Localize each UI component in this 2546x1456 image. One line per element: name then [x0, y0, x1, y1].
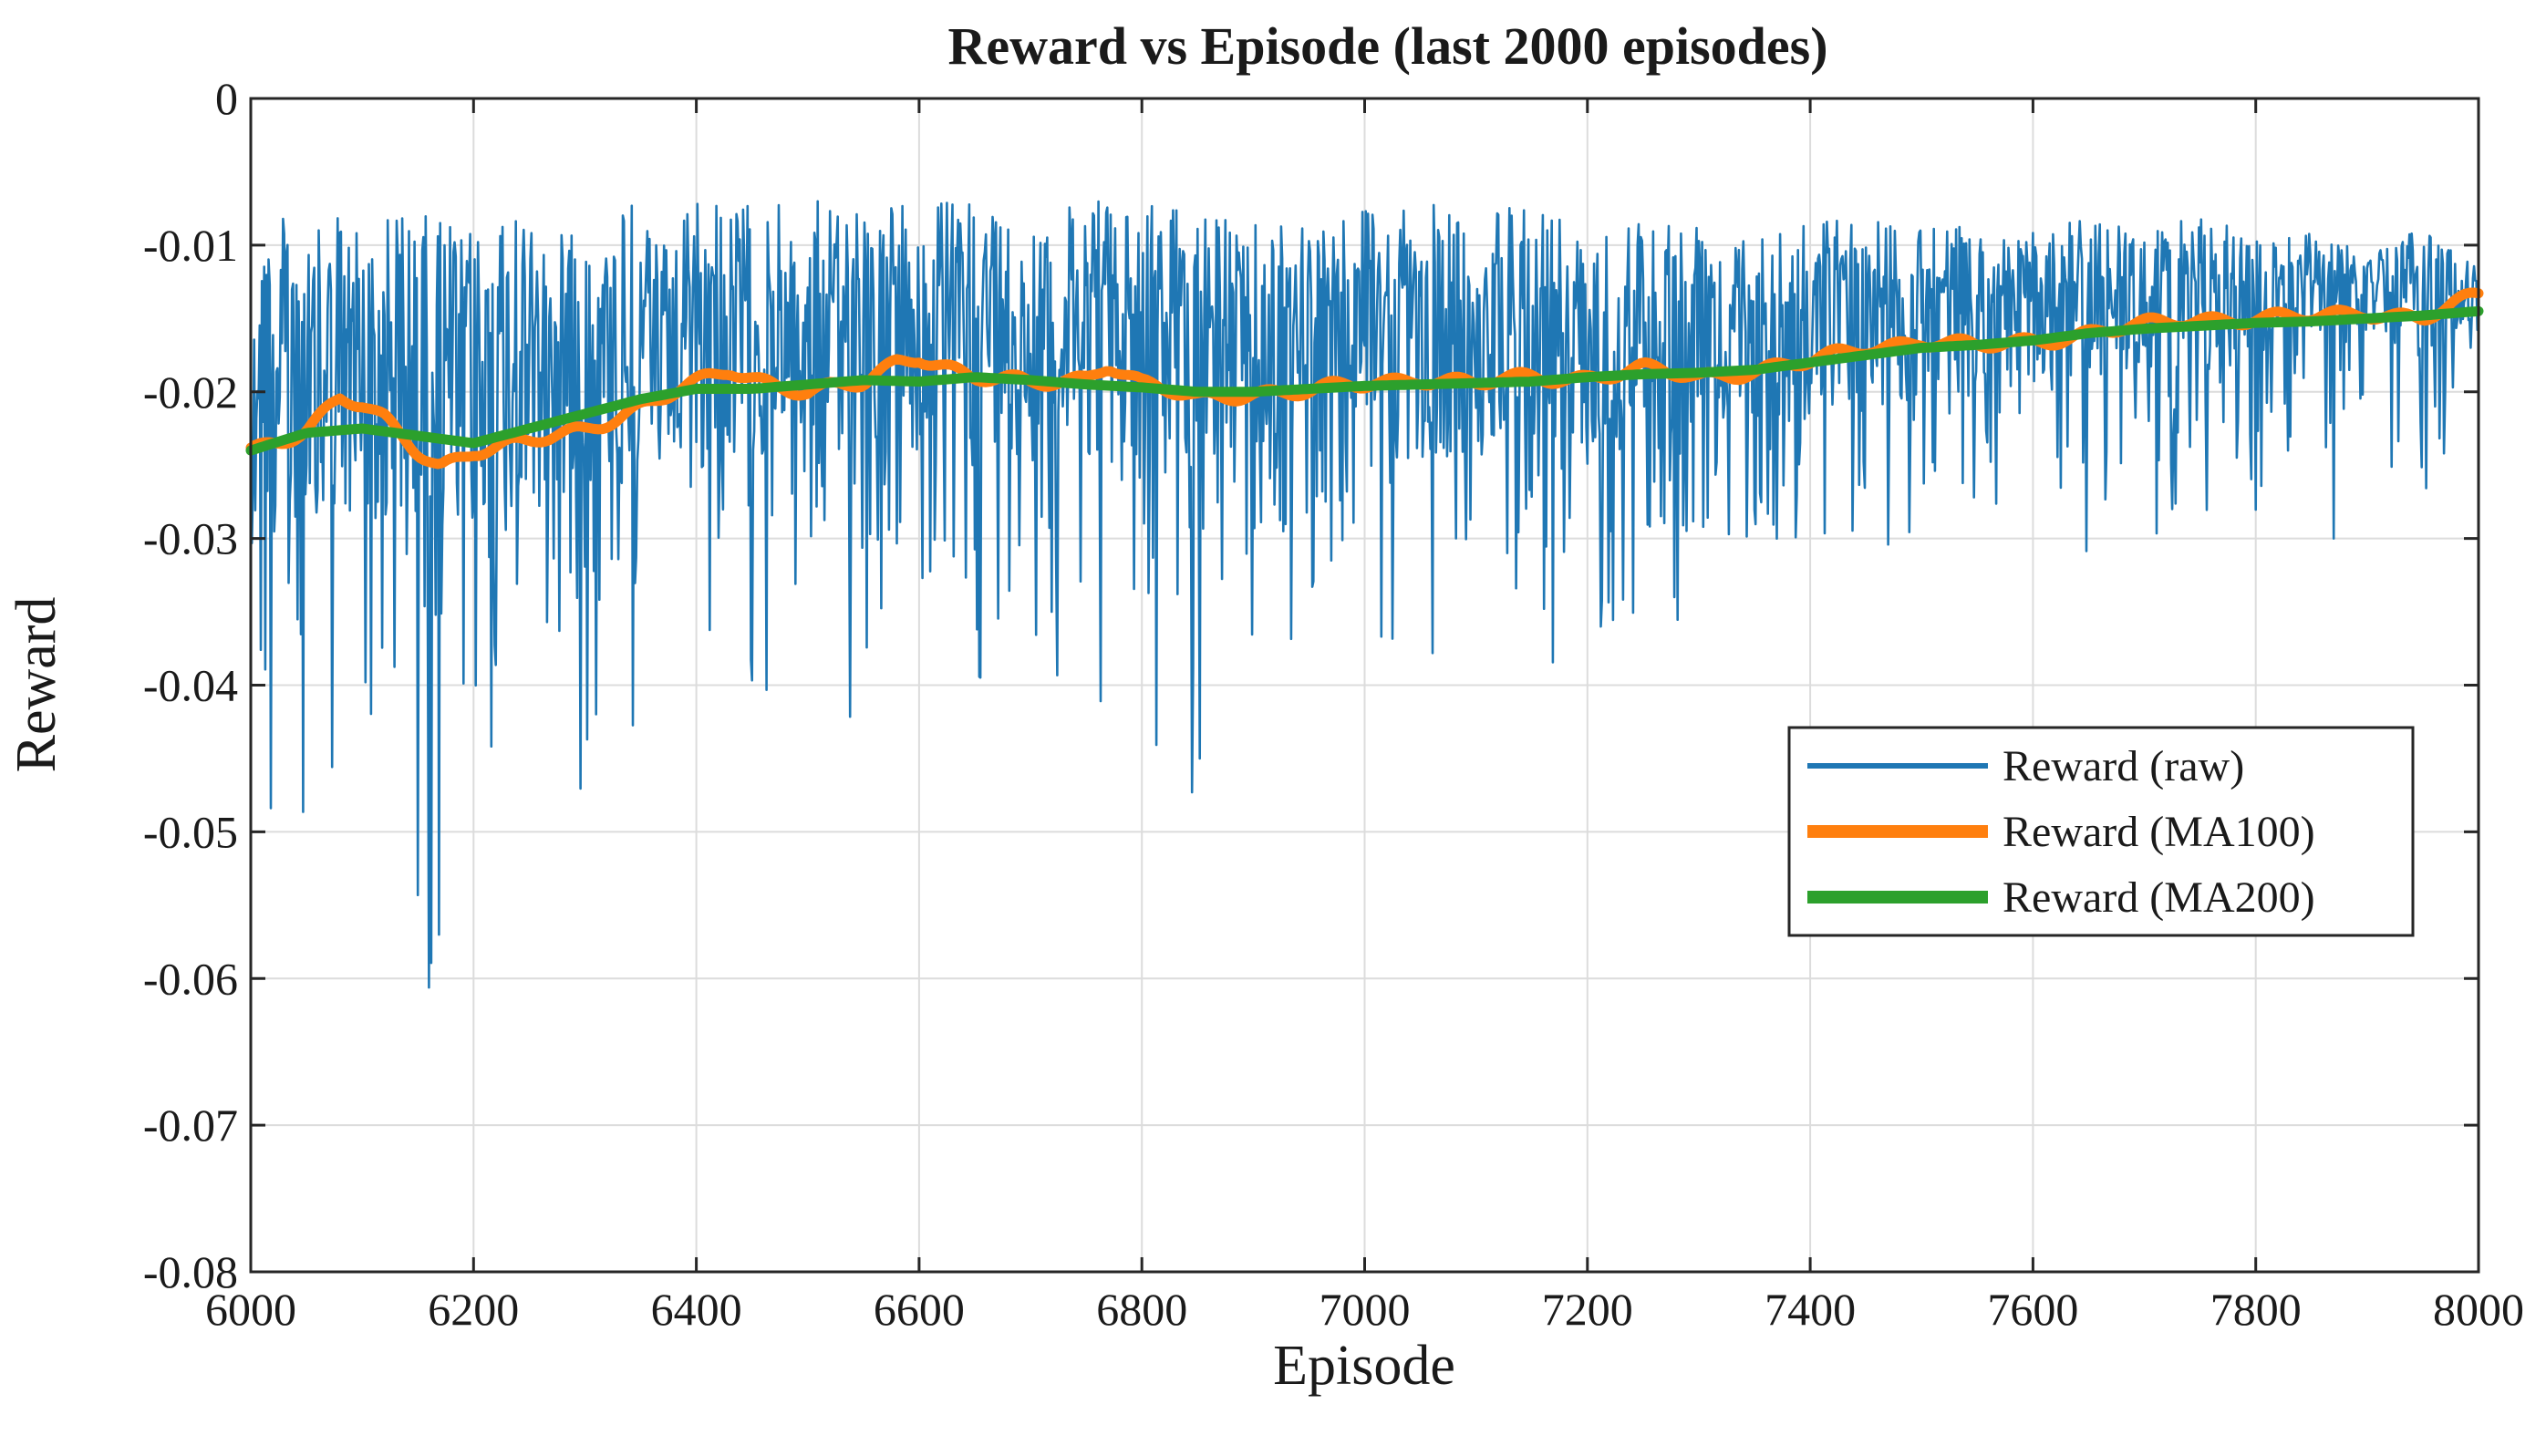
x-tick-label: 6400	[651, 1284, 742, 1335]
plot-lines	[245, 200, 2484, 989]
legend-label-raw: Reward (raw)	[2003, 742, 2244, 790]
series-line-raw	[249, 200, 2479, 989]
y-tick-label: 0	[215, 73, 238, 124]
series-line-ma200	[245, 305, 2484, 456]
y-tick-label: -0.07	[143, 1100, 238, 1151]
y-tick-label: -0.04	[143, 660, 238, 711]
y-tick-label: -0.06	[143, 953, 238, 1004]
x-tick-label: 7400	[1765, 1284, 1856, 1335]
x-tick-label: 7600	[1987, 1284, 2078, 1335]
y-tick-label: -0.05	[143, 806, 238, 857]
x-tick-label: 7000	[1320, 1284, 1411, 1335]
y-tick-label: -0.08	[143, 1246, 238, 1297]
y-axis-label: Reward	[5, 597, 67, 773]
y-tick-label: -0.01	[143, 220, 238, 271]
x-axis-ticks: 6000 6200 6400 6600 6800 7000 7200 7400 7600 7800…	[205, 98, 2524, 1335]
chart-title: Reward vs Episode (last 2000 episodes)	[947, 16, 1827, 76]
legend-label-ma200: Reward (MA200)	[2003, 873, 2315, 922]
x-tick-label: 7200	[1542, 1284, 1633, 1335]
legend: Reward (raw) Reward (MA100) Reward (MA20…	[1787, 726, 2415, 937]
y-axis-ticks: 0 -0.01 -0.02 -0.03 -0.04 -0.05 -0.06 -0.07 -0.0…	[143, 73, 2479, 1297]
legend-label-ma100: Reward (MA100)	[2003, 808, 2315, 856]
x-axis-label: Episode	[1273, 1335, 1455, 1397]
x-tick-label: 7800	[2210, 1284, 2302, 1335]
x-tick-label: 6800	[1096, 1284, 1187, 1335]
x-tick-label: 8000	[2433, 1284, 2524, 1335]
x-tick-label: 6200	[428, 1284, 519, 1335]
x-tick-label: 6000	[205, 1284, 296, 1335]
x-tick-label: 6600	[874, 1284, 965, 1335]
y-tick-label: -0.03	[143, 513, 238, 564]
y-tick-label: -0.02	[143, 367, 238, 418]
